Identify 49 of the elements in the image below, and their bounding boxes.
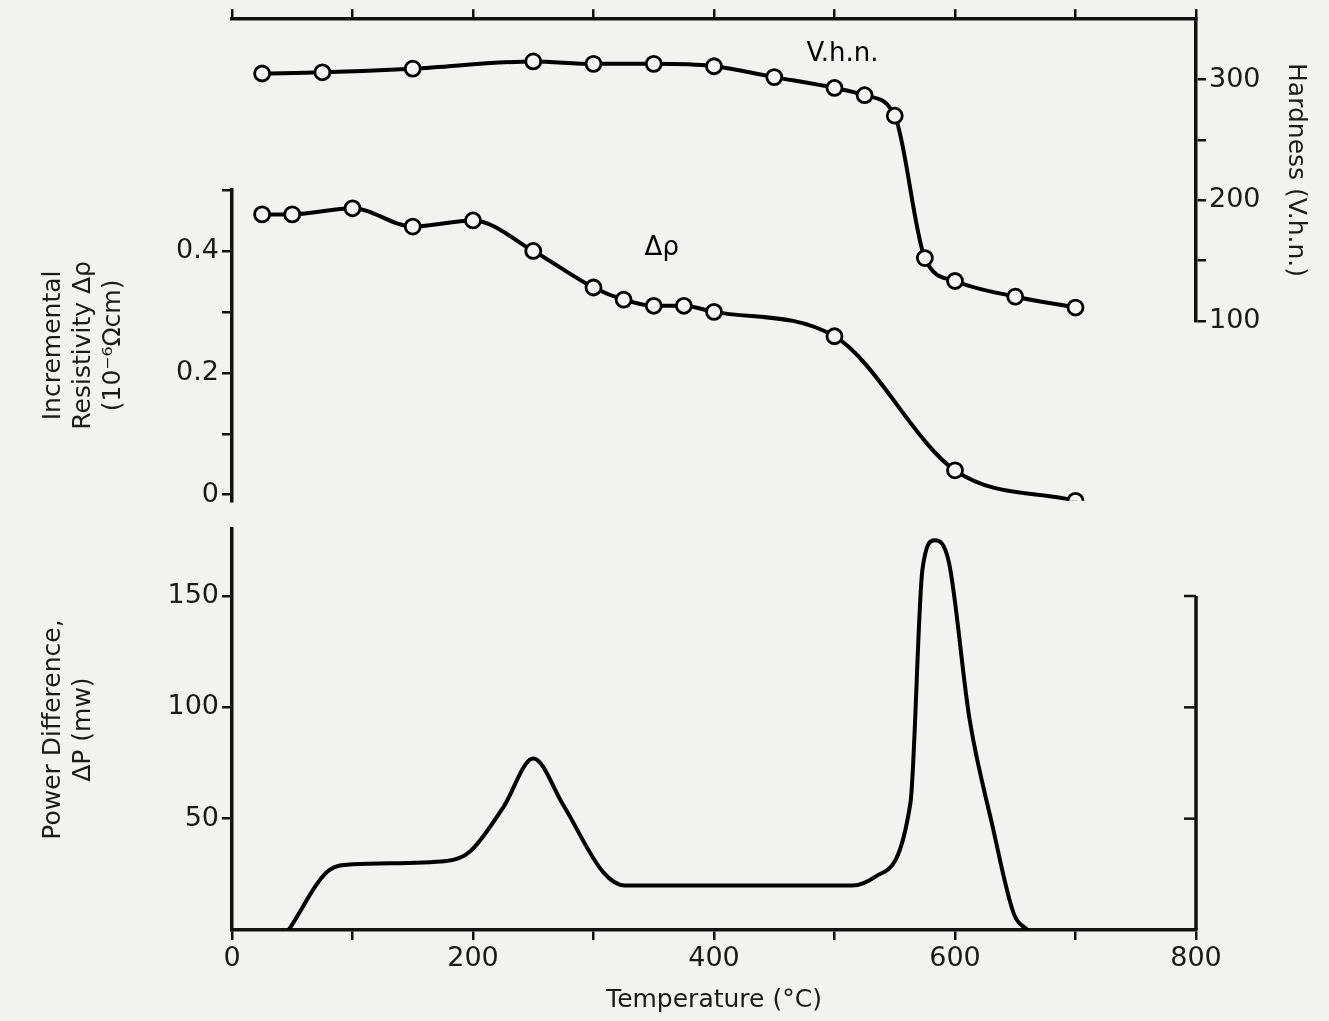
point [825,79,844,97]
y-axis-title: Incremental Resistivity Δρ (10⁻⁶Ωcm) [36,261,126,430]
y-tick-label: 100 [167,689,219,721]
x-axis-title: Temperature (°C) [605,983,822,1013]
point [614,290,633,309]
point [343,199,362,218]
point [584,278,603,297]
point [885,106,904,125]
point [283,205,302,224]
y-tick-label: 0.4 [176,232,219,264]
point [403,217,422,236]
x-tick-label: 400 [688,941,740,973]
point [524,242,543,260]
point [855,86,874,105]
y-axis-title: Power Difference, ΔP (mw) [36,619,96,840]
point [313,63,332,82]
point [253,64,272,83]
point [705,302,723,321]
point [946,272,964,290]
point [644,54,663,73]
series-label: Δρ [644,230,679,261]
point [403,59,422,78]
line-series [286,538,1030,930]
y-tick-label: 100 [1209,302,1261,334]
y-axis-title: Hardness (V.h.n.) [1282,63,1312,277]
point [1066,298,1085,317]
series-label: V.h.n. [806,36,879,67]
x-tick-label: 800 [1170,941,1222,973]
x-tick-label: 200 [447,941,499,973]
point [946,461,964,480]
y-tick-label: 0 [201,476,219,508]
y-tick-label: 0.2 [176,354,219,386]
point [825,327,844,346]
point [915,249,934,267]
point [464,211,482,230]
x-tick-label: 600 [929,941,981,973]
point [705,57,723,76]
point [584,54,603,73]
point [765,68,784,87]
y-tick-label: 150 [167,578,219,610]
y-tick-label: 50 [184,800,219,832]
point [524,52,543,71]
x-tick-label: 0 [223,941,241,973]
y-tick-label: 300 [1209,61,1261,93]
point [1006,287,1025,306]
point [253,205,272,224]
point [674,296,693,315]
point [644,296,663,315]
y-tick-label: 200 [1209,182,1261,214]
